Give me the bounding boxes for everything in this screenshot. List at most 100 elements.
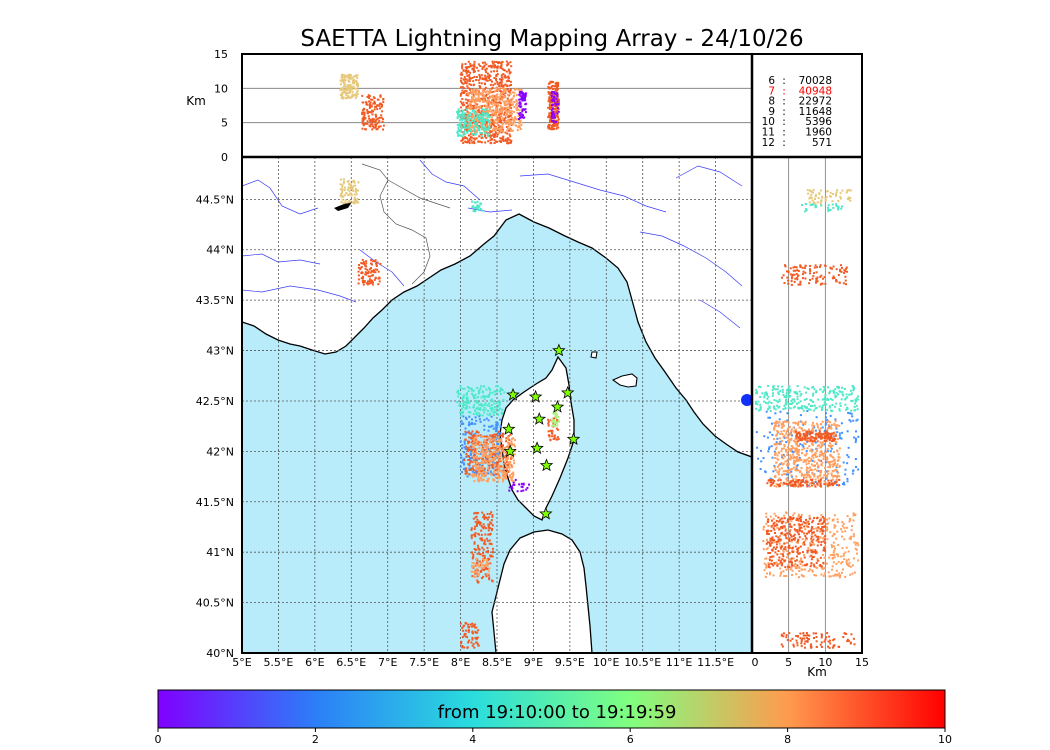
lightning-source-point [792,430,795,433]
lightning-source-point [381,120,384,123]
lightning-source-point [779,410,782,413]
lightning-source-point [350,95,353,98]
lightning-source-point [785,399,787,402]
lightning-source-point [479,120,482,122]
lightning-source-point [483,435,486,438]
lightning-source-point [552,417,555,420]
lightning-source-point [476,552,479,555]
lightning-source-point [787,421,790,424]
lightning-source-point [473,534,476,537]
lightning-source-point [492,547,494,550]
lightning-source-point [483,569,486,571]
lightning-source-point [362,275,364,278]
lightning-source-point [489,131,492,134]
lightning-source-point [783,404,786,407]
lightning-source-point [825,403,828,406]
lightning-source-point [828,392,831,395]
lightning-source-point [507,437,510,440]
lightning-source-point [511,487,514,490]
lightning-source-point [789,547,792,549]
lightning-source-point [463,459,466,462]
lightning-source-point [466,405,468,408]
lightning-source-point [469,387,472,390]
lightning-source-point [493,448,496,450]
lightning-source-point [472,642,475,645]
lightning-source-point [481,390,484,393]
lightning-source-point [784,264,786,267]
lightning-source-point [467,402,470,405]
lightning-source-point [832,545,835,548]
lightning-source-point [501,125,504,128]
lightning-source-point [823,572,826,575]
lightning-source-point [368,100,370,103]
lightning-source-point [826,526,828,529]
lightning-source-point [516,490,519,493]
lightning-source-point [554,111,557,114]
lightning-source-point [471,561,474,564]
lightning-source-point [484,454,487,457]
lightning-source-point [496,470,499,473]
lightning-source-point [555,85,558,88]
lightning-source-point [487,469,489,472]
lightning-source-point [818,430,821,433]
lightning-source-point [507,127,509,130]
lightning-source-point [471,141,474,144]
lightning-source-point [797,479,800,481]
lightning-source-point [462,462,465,465]
lightning-source-point [784,395,787,398]
lightning-source-point [793,459,796,462]
lightning-source-point [348,201,351,204]
lightning-source-point [838,466,841,468]
lightning-source-point [486,456,489,459]
lightning-source-point [371,110,374,113]
lightning-source-point [382,101,385,104]
lightning-source-point [807,388,810,390]
lightning-source-point [819,441,822,444]
lightning-source-point [468,467,471,470]
lightning-source-point [847,456,850,459]
lightning-source-point [495,61,498,63]
lightning-source-point [837,438,839,441]
lightning-source-point [492,439,495,442]
lightning-source-point [801,204,804,206]
lightning-source-point [551,116,554,119]
lightning-source-point [811,455,814,458]
lightning-source-point [500,83,503,86]
lightning-source-point [776,465,779,468]
lightning-source-point [766,436,769,439]
lightning-source-point [820,477,823,480]
corsica-island [499,355,575,521]
lightning-source-point [470,529,473,531]
lightning-source-point [827,210,830,213]
lightning-source-point [364,128,367,131]
lightning-source-point [469,461,472,464]
lightning-source-point [467,390,470,393]
lightning-source-point [806,430,809,433]
lightning-source-point [485,575,488,578]
lightning-source-point [837,459,840,462]
lightning-source-point [485,107,487,110]
lightning-source-point [456,115,459,118]
lightning-source-point [357,266,360,269]
lightning-source-point [812,188,815,191]
lightning-source-point [486,113,489,116]
lightning-source-point [519,103,522,106]
lightning-source-point [773,405,776,408]
lightning-source-point [474,432,477,435]
lightning-source-point [772,524,775,527]
lightning-source-point [467,623,469,626]
lightning-source-point [805,476,808,479]
lightning-source-point [519,116,522,119]
lightning-source-point [350,74,353,77]
lightning-source-point [471,136,473,139]
lightning-source-point [496,454,499,457]
lightning-source-point [479,407,482,410]
lightning-source-point [376,261,379,264]
lightning-source-point [817,197,820,200]
lightning-source-point [515,104,518,106]
lightning-source-point [462,410,465,413]
lightning-source-point [507,79,510,82]
lightning-source-point [842,483,844,485]
lightning-source-point [497,432,500,435]
